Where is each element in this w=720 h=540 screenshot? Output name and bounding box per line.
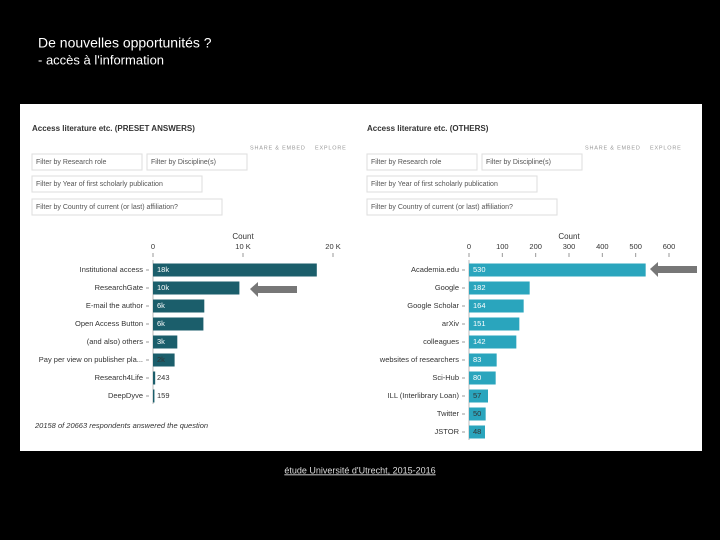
- bar: [469, 353, 497, 367]
- link: SHARE & EMBED: [585, 145, 641, 151]
- x-tick-label: 400: [596, 242, 609, 251]
- filter-label: Filter by Discipline(s): [151, 159, 216, 166]
- bar: [153, 263, 317, 277]
- filter-label: Filter by Research role: [371, 159, 442, 166]
- data-label: 164: [473, 301, 486, 310]
- source: étude Université d'Utrecht, 2015-2016: [284, 465, 435, 475]
- data-label: 3k: [157, 337, 165, 346]
- bar: [469, 371, 496, 385]
- data-label: 2k: [157, 355, 165, 364]
- data-label: 159: [157, 391, 170, 400]
- y-tick-label: arXiv: [442, 319, 459, 328]
- data-label: 80: [473, 373, 481, 382]
- data-label: 48: [473, 427, 481, 436]
- data-label: 243: [157, 373, 170, 382]
- filter-label: Filter by Country of current (or last) a…: [371, 204, 513, 211]
- bar: [469, 389, 488, 403]
- filter-label: Filter by Country of current (or last) a…: [36, 204, 178, 211]
- arrow: [650, 262, 697, 277]
- data-label: 6k: [157, 319, 165, 328]
- filter-dropdown: [366, 175, 538, 193]
- y-tick-label: ResearchGate: [95, 283, 143, 292]
- data-label: 57: [473, 391, 481, 400]
- bar: [469, 335, 517, 349]
- x-tick-label: 10 K: [235, 242, 250, 251]
- data-label: 182: [473, 283, 486, 292]
- y-tick-label: Twitter: [437, 409, 460, 418]
- bar: [469, 407, 486, 421]
- y-tick-label: JSTOR: [435, 427, 460, 436]
- y-tick-label: Google Scholar: [407, 301, 459, 310]
- bar: [153, 317, 204, 331]
- data-label: 6k: [157, 301, 165, 310]
- data-label: 142: [473, 337, 486, 346]
- y-tick-label: Institutional access: [80, 265, 144, 274]
- y-tick-label: Research4Life: [95, 373, 143, 382]
- y-tick-label: ILL (Interlibrary Loan): [388, 391, 460, 400]
- filter-dropdown: [31, 175, 203, 193]
- y-tick-label: Academia.edu: [411, 265, 459, 274]
- bar: [153, 335, 178, 349]
- data-label: 151: [473, 319, 486, 328]
- x-tick-label: 300: [563, 242, 576, 251]
- y-tick-label: (and also) others: [87, 337, 144, 346]
- chart-title: Access literature etc. (OTHERS): [367, 124, 489, 133]
- x-tick-label: 0: [151, 242, 155, 251]
- slide-title: De nouvelles opportunités ?: [38, 35, 212, 51]
- filter-label: Filter by Research role: [36, 159, 107, 166]
- bar: [469, 317, 520, 331]
- footnote: 20158 of 20663 respondents answered the …: [34, 421, 208, 430]
- x-tick-label: 100: [496, 242, 509, 251]
- data-label: 83: [473, 355, 481, 364]
- link: EXPLORE: [650, 145, 682, 151]
- filter-label: Filter by Year of first scholarly public…: [371, 181, 498, 188]
- chart-title: Access literature etc. (PRESET ANSWERS): [32, 124, 195, 133]
- x-tick-label: 20 K: [325, 242, 340, 251]
- filter-dropdown: [366, 198, 558, 216]
- filter-label: Filter by Year of first scholarly public…: [36, 181, 163, 188]
- data-label: 18k: [157, 265, 169, 274]
- filter-dropdown: [366, 153, 478, 171]
- bar: [153, 281, 240, 295]
- data-label: 50: [473, 409, 481, 418]
- axis-title: Count: [558, 232, 580, 241]
- y-tick-label: Google: [435, 283, 459, 292]
- axis-title: Count: [232, 232, 254, 241]
- y-tick-label: E-mail the author: [86, 301, 144, 310]
- y-tick-label: DeepDyve: [108, 391, 143, 400]
- x-tick-label: 200: [529, 242, 542, 251]
- bar: [153, 299, 205, 313]
- y-tick-label: colleagues: [423, 337, 459, 346]
- x-tick-label: 600: [663, 242, 676, 251]
- arrow: [250, 282, 297, 297]
- data-label: 530: [473, 265, 486, 274]
- bar: [153, 389, 155, 403]
- y-tick-label: Pay per view on publisher pla...: [39, 355, 143, 364]
- bar: [469, 299, 524, 313]
- slide-subtitle: - accès à l'information: [38, 52, 164, 67]
- link: EXPLORE: [315, 145, 347, 151]
- filter-dropdown: [481, 153, 583, 171]
- y-tick-label: websites of researchers: [379, 355, 459, 364]
- y-tick-label: Open Access Button: [75, 319, 143, 328]
- data-label: 10k: [157, 283, 169, 292]
- filter-label: Filter by Discipline(s): [486, 159, 551, 166]
- x-tick-label: 0: [467, 242, 471, 251]
- bar: [469, 263, 646, 277]
- bar: [469, 425, 485, 439]
- bar: [153, 353, 175, 367]
- filter-dropdown: [146, 153, 248, 171]
- bar: [469, 281, 530, 295]
- link: SHARE & EMBED: [250, 145, 306, 151]
- filter-dropdown: [31, 153, 143, 171]
- filter-dropdown: [31, 198, 223, 216]
- y-tick-label: Sci-Hub: [432, 373, 459, 382]
- x-tick-label: 500: [629, 242, 642, 251]
- bar: [153, 371, 156, 385]
